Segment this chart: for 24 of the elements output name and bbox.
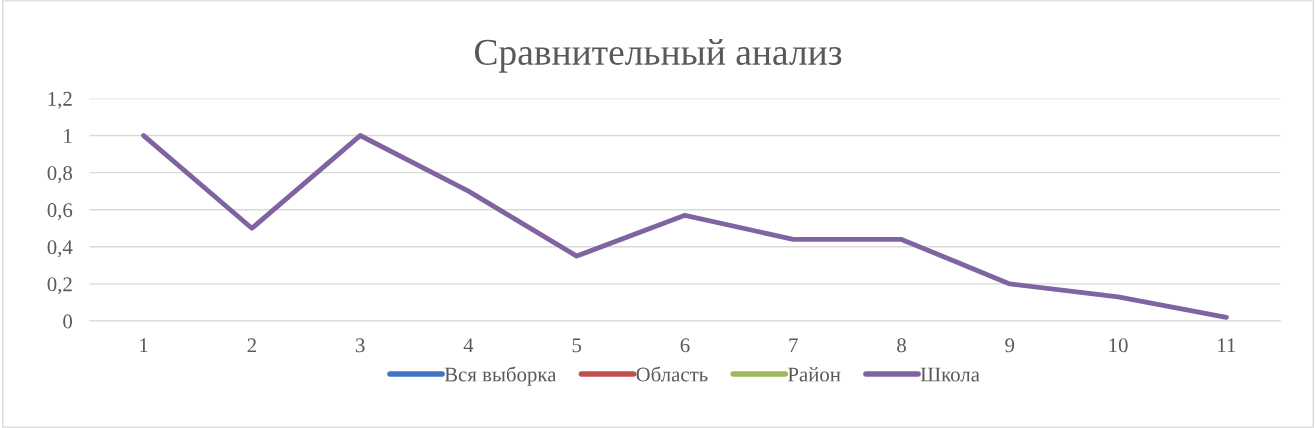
y-tick-label: 0,8	[47, 166, 73, 184]
line-series	[141, 133, 1229, 320]
y-tick-label: 0,2	[47, 277, 72, 295]
x-tick-label: 4	[463, 338, 474, 353]
legend-label: Область	[636, 366, 708, 382]
x-tick-label: 1	[140, 338, 148, 353]
x-tick-label: 3	[355, 338, 365, 353]
legend-label: Район	[787, 367, 841, 382]
x-tick-label: 11	[1218, 338, 1236, 353]
legend-label: Вся выборка	[444, 366, 557, 386]
y-tick-label: 1	[64, 129, 72, 143]
x-tick-label: 9	[1005, 338, 1015, 353]
y-tick-label: 0,4	[47, 240, 73, 258]
legend-label: Школа	[920, 367, 980, 382]
x-tick-label: 5	[572, 338, 582, 353]
x-tick-label: 7	[789, 338, 798, 353]
y-tick-label: 0,6	[47, 203, 73, 221]
x-tick-label: 6	[680, 338, 690, 353]
y-tick-label: 1,2	[48, 91, 72, 109]
x-tick-label: 8	[897, 338, 906, 353]
y-tick-label: 0	[63, 314, 73, 329]
x-tick-label: 2	[247, 338, 256, 353]
chart-title: Сравнительный анализ	[474, 38, 842, 73]
x-tick-label: 10	[1109, 338, 1128, 353]
